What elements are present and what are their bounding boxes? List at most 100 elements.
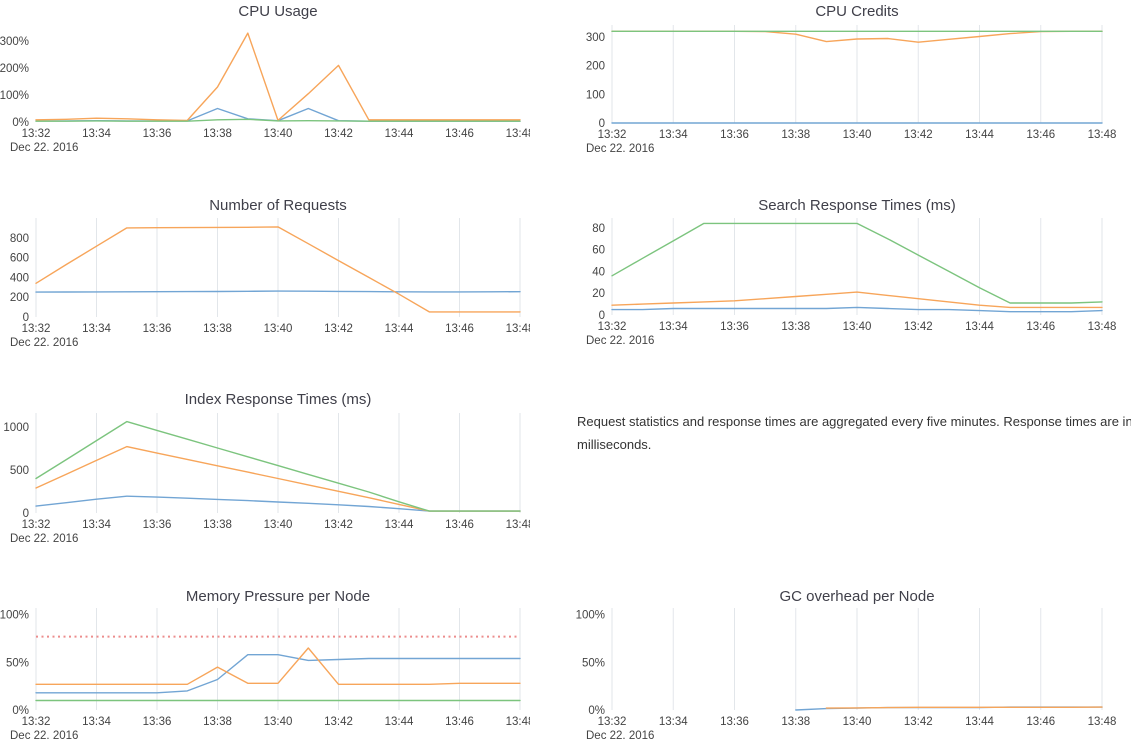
chart-memory-pressure: Memory Pressure per Node 0% 50% 100% 13:32 1… — [0, 578, 530, 741]
y-tick-label: 60 — [592, 245, 605, 257]
x-tick-label: 13:38 — [203, 128, 232, 140]
x-tick-label: 13:42 — [904, 129, 933, 141]
x-tick-label: 13:32 — [22, 323, 51, 335]
x-tick-label: 13:36 — [720, 321, 749, 333]
series-line-node-blue — [35, 653, 521, 694]
x-tick-label: 13:48 — [506, 716, 530, 728]
x-axis-date-label: Dec 22. 2016 — [10, 533, 78, 545]
y-tick-label: 400 — [10, 272, 29, 284]
x-tick-label: 13:34 — [82, 519, 111, 531]
y-tick-label: 0% — [588, 705, 605, 717]
y-tick-label: 100% — [0, 610, 29, 622]
y-tick-label: 800 — [10, 233, 29, 245]
x-tick-label: 13:40 — [843, 716, 872, 728]
x-tick-label: 13:48 — [506, 128, 530, 140]
chart-title-cpu-usage: CPU Usage — [238, 3, 318, 20]
y-tick-label: 200% — [0, 63, 29, 75]
x-tick-label: 13:38 — [203, 519, 232, 531]
y-tick-label: 0% — [12, 117, 29, 129]
x-tick-label: 13:38 — [203, 323, 232, 335]
x-tick-label: 13:32 — [598, 321, 627, 333]
x-tick-label: 13:38 — [781, 716, 810, 728]
y-tick-label: 300% — [0, 36, 29, 48]
x-tick-label: 13:44 — [385, 323, 414, 335]
x-tick-label: 13:38 — [781, 321, 810, 333]
y-tick-label: 40 — [592, 266, 605, 278]
chart-index-response-times: Index Response Times (ms) 0 500 1000 13:32 1… — [0, 378, 530, 545]
x-tick-label: 13:44 — [385, 716, 414, 728]
x-tick-label: 13:40 — [843, 129, 872, 141]
x-tick-label: 13:46 — [1026, 129, 1055, 141]
chart-title-search-response-times: Search Response Times (ms) — [758, 197, 956, 214]
series-line-node-green — [611, 222, 1103, 304]
chart-gc-overhead: GC overhead per Node 0% 50% 100% 13:32 13:34… — [565, 578, 1131, 741]
x-tick-label: 13:44 — [965, 321, 994, 333]
x-tick-label: 13:40 — [264, 323, 293, 335]
x-tick-label: 13:36 — [143, 128, 172, 140]
x-tick-label: 13:44 — [965, 716, 994, 728]
y-tick-label: 600 — [10, 253, 29, 265]
x-tick-label: 13:38 — [781, 129, 810, 141]
x-tick-label: 13:48 — [506, 323, 530, 335]
series-line-node-orange — [611, 291, 1103, 309]
x-tick-label: 13:44 — [965, 129, 994, 141]
y-tick-label: 0 — [23, 312, 29, 324]
y-tick-label: 0 — [599, 310, 605, 322]
x-tick-label: 13:46 — [445, 519, 474, 531]
x-tick-label: 13:46 — [445, 716, 474, 728]
x-tick-label: 13:34 — [659, 716, 688, 728]
x-tick-label: 13:40 — [264, 519, 293, 531]
x-tick-label: 13:40 — [264, 716, 293, 728]
y-tick-label: 1000 — [3, 422, 29, 434]
y-tick-label: 200 — [10, 292, 29, 304]
x-tick-label: 13:48 — [1088, 716, 1117, 728]
y-tick-label: 50% — [582, 657, 605, 669]
x-axis-date-label: Dec 22. 2016 — [10, 730, 78, 741]
x-tick-label: 13:42 — [324, 716, 353, 728]
memory-pressure-plot: 0% 50% 100% 13:32 13:34 13:36 13:38 13:40 13:42 1… — [0, 608, 530, 741]
chart-title-gc-overhead: GC overhead per Node — [779, 588, 935, 605]
chart-title-number-of-requests: Number of Requests — [209, 197, 347, 214]
chart-title-memory-pressure: Memory Pressure per Node — [185, 588, 371, 605]
aggregation-note: Request statistics and response times ar… — [577, 414, 1131, 452]
chart-title-cpu-credits: CPU Credits — [815, 3, 899, 20]
chart-search-response-times: Search Response Times (ms) 0 20 40 60 80 13:3… — [565, 183, 1131, 349]
cpu-credits-plot: 0 100 200 300 13:32 13:34 13:36 13:38 13:40 13:42… — [586, 25, 1117, 155]
chart-cpu-credits: CPU Credits 0 100 200 300 13:32 13:34 13:36 13:… — [565, 0, 1131, 158]
x-tick-label: 13:36 — [143, 323, 172, 335]
x-tick-label: 13:42 — [324, 323, 353, 335]
y-tick-label: 100% — [576, 610, 605, 622]
x-tick-label: 13:36 — [143, 519, 172, 531]
x-axis-date-label: Dec 22. 2016 — [586, 730, 654, 741]
y-tick-label: 500 — [10, 465, 29, 477]
number-of-requests-plot: 0 200 400 600 800 13:32 13:34 13:36 13:38 13:40 13… — [10, 218, 530, 349]
y-tick-label: 100 — [586, 89, 605, 101]
y-tick-label: 20 — [592, 288, 605, 300]
x-tick-label: 13:40 — [843, 321, 872, 333]
x-tick-label: 13:46 — [1026, 321, 1055, 333]
x-tick-label: 13:32 — [598, 129, 627, 141]
search-response-times-plot: 0 20 40 60 80 13:32 13:34 13:36 13:38 13:40 13:42 1… — [586, 218, 1116, 347]
y-tick-label: 300 — [586, 32, 605, 44]
x-tick-label: 13:32 — [598, 716, 627, 728]
x-tick-label: 13:34 — [659, 321, 688, 333]
x-tick-label: 13:46 — [445, 128, 474, 140]
x-axis-date-label: Dec 22. 2016 — [10, 142, 78, 154]
x-tick-label: 13:46 — [1026, 716, 1055, 728]
x-tick-label: 13:42 — [904, 716, 933, 728]
series-line-node-orange — [35, 32, 521, 122]
series-line-node-orange — [825, 706, 1103, 709]
y-tick-label: 100% — [0, 90, 29, 102]
x-tick-label: 13:40 — [264, 128, 293, 140]
x-tick-label: 13:48 — [1088, 129, 1117, 141]
series-line-node-green — [35, 118, 521, 122]
x-tick-label: 13:46 — [445, 323, 474, 335]
x-tick-label: 13:34 — [82, 128, 111, 140]
x-tick-label: 13:44 — [385, 519, 414, 531]
x-tick-label: 13:42 — [904, 321, 933, 333]
chart-cpu-usage: CPU Usage 0% 100% 200% 300% 13:32 13:34 13:36 1… — [0, 0, 530, 158]
index-response-times-plot: 0 500 1000 13:32 13:34 13:36 13:38 13:40 13:42 13… — [3, 413, 530, 545]
x-tick-label: 13:34 — [82, 716, 111, 728]
gc-overhead-plot: 0% 50% 100% 13:32 13:34 13:36 13:38 13:40 13:42 1… — [576, 608, 1117, 741]
